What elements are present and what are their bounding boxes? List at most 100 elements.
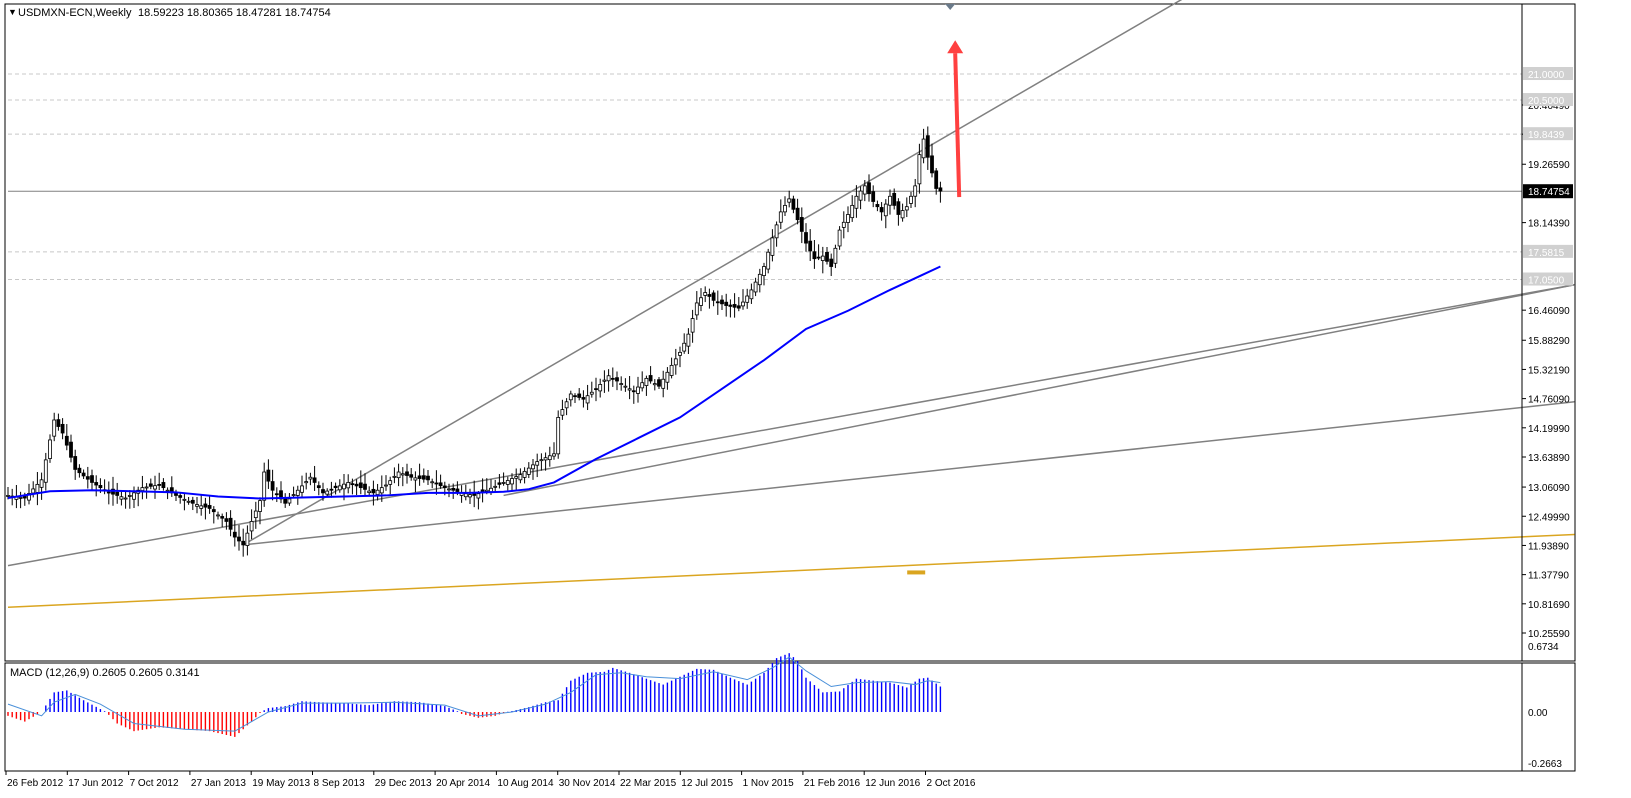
candle-body (262, 471, 267, 501)
candle-body (333, 485, 338, 489)
candle-body (392, 475, 397, 478)
candle-body (829, 258, 834, 267)
candle (77, 464, 82, 478)
candle (438, 474, 443, 489)
candle-body (430, 481, 435, 484)
arrow-layer (945, 4, 964, 198)
candle-body (426, 475, 430, 481)
candle-body (157, 484, 162, 486)
candle-body (841, 221, 846, 228)
candle (430, 478, 435, 489)
candle-body (60, 423, 65, 434)
candle-body (27, 493, 31, 501)
candle (237, 525, 241, 551)
candle-body (295, 489, 300, 496)
candle (682, 333, 687, 354)
candle-body (883, 203, 888, 217)
candle (451, 483, 456, 499)
candle (661, 370, 666, 398)
candle-body (413, 477, 418, 481)
candle-body (783, 204, 787, 213)
candle-body (270, 481, 275, 491)
candle-body (673, 358, 678, 366)
candle (816, 244, 821, 261)
candle-body (888, 195, 892, 206)
candle (526, 462, 531, 479)
current-price-label: 18.74754 (1528, 187, 1570, 198)
candle (132, 486, 136, 508)
candle (825, 246, 829, 265)
candle-body (631, 390, 636, 393)
candle (913, 178, 918, 208)
candle-body (69, 441, 73, 458)
candle-body (669, 364, 674, 376)
candle (795, 198, 800, 225)
candle-body (539, 459, 544, 462)
candle-body (468, 494, 472, 498)
price-tick-label: 20.40490 (1528, 101, 1570, 112)
candle (266, 459, 271, 489)
candle (598, 378, 603, 398)
moving-average-line (7, 265, 941, 500)
candle-body (547, 455, 552, 461)
candle-body (732, 304, 737, 308)
candle-body (665, 371, 670, 383)
candle (900, 203, 905, 222)
orange-marker (907, 570, 926, 575)
candle-body (846, 214, 850, 223)
candle (934, 168, 939, 195)
price-tick-label: 10.81690 (1528, 600, 1570, 611)
candle-body (531, 464, 535, 470)
candle (333, 482, 338, 495)
candle (841, 211, 846, 239)
candle-body (795, 207, 800, 221)
candle-body (736, 305, 741, 309)
candle-body (606, 375, 611, 382)
candle-body (148, 483, 153, 487)
macd-panel[interactable] (4, 662, 1576, 772)
collapse-triangle-icon[interactable]: ▼ (8, 7, 17, 17)
candle-body (484, 489, 489, 492)
candle-body (451, 487, 456, 491)
candle-body (409, 474, 414, 478)
candle-body (346, 482, 351, 489)
candle-body (774, 224, 779, 239)
candle-body (258, 500, 262, 512)
candle (804, 223, 808, 252)
up-arrow-shaft (953, 53, 962, 198)
candle-body (241, 540, 246, 546)
candle-body (900, 210, 905, 219)
candle (862, 180, 867, 202)
candle-body (182, 498, 187, 501)
candle (325, 488, 330, 498)
candle-body (161, 482, 166, 489)
candle-body (778, 211, 783, 223)
candle-body (623, 385, 628, 388)
candle-body (745, 295, 750, 303)
candle-body (686, 333, 691, 347)
price-tick-label: 15.32190 (1528, 365, 1570, 376)
candle-body (216, 514, 220, 517)
candle-body (35, 483, 40, 493)
candle (518, 468, 523, 484)
price-panel[interactable] (4, 3, 1576, 662)
candle (791, 195, 796, 214)
candle (829, 253, 834, 277)
candle-body (186, 500, 191, 503)
candle (409, 468, 414, 481)
candle-body (715, 301, 720, 304)
candle-body (207, 505, 212, 509)
candle (245, 525, 250, 556)
candle-body (762, 266, 766, 276)
faded-price-label: 21.0000 (1528, 70, 1565, 81)
candle (274, 487, 279, 503)
candle-body (501, 482, 506, 484)
candle-body (690, 318, 695, 333)
candle (917, 143, 922, 194)
candle-body (573, 395, 577, 398)
candle-body (354, 483, 359, 487)
candle-body (438, 482, 443, 487)
candle-body (77, 467, 82, 474)
candle-body (875, 204, 880, 208)
